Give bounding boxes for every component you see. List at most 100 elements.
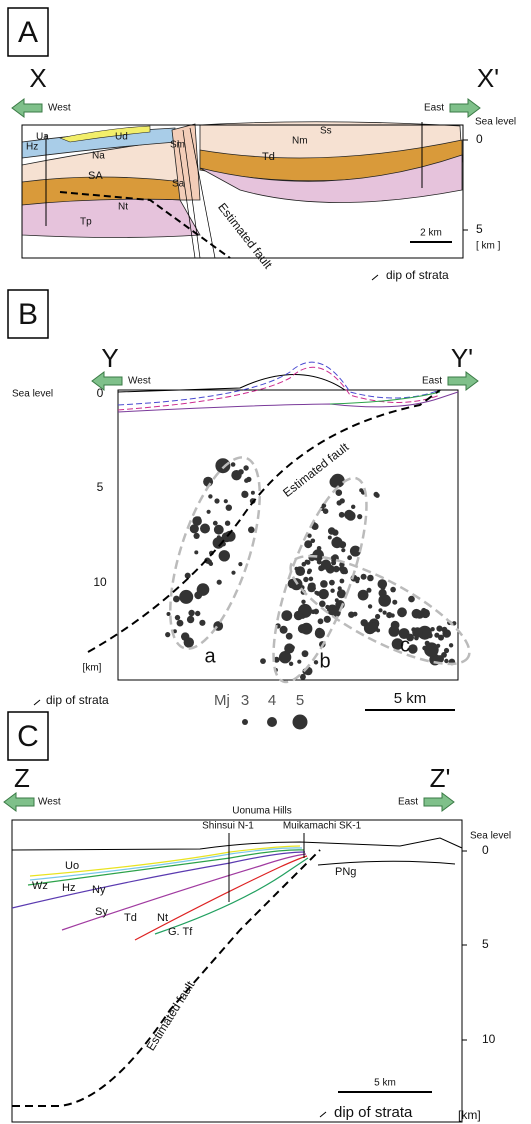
sea-level: Sea level xyxy=(12,389,53,400)
hypocenter xyxy=(319,600,326,608)
unit-label: Ud xyxy=(115,132,128,143)
sea-level: Sea level xyxy=(475,117,516,128)
hypocenter xyxy=(278,651,292,664)
hypocenter xyxy=(307,533,312,538)
direction: West xyxy=(128,376,151,387)
magnitude-symbol xyxy=(292,714,308,730)
hypocenter xyxy=(212,537,225,549)
hypocenter xyxy=(301,599,306,604)
cluster-outline xyxy=(272,476,368,684)
hypocenter xyxy=(343,569,348,575)
unit-label: Sa xyxy=(172,179,185,190)
scale-label: 5 km xyxy=(374,1078,396,1089)
legend-label: dip of strata xyxy=(46,693,109,707)
hypocenter xyxy=(250,490,255,495)
unit-label: Sy xyxy=(95,906,108,918)
fault-label: Estimated fault xyxy=(143,978,197,1053)
section-frame xyxy=(21,124,464,259)
hypocenter xyxy=(315,627,324,637)
hypocenter xyxy=(224,520,231,526)
scale-label: 5 km xyxy=(394,690,427,707)
unit-label: Tp xyxy=(80,217,92,228)
hypocenter xyxy=(323,615,331,623)
hypocenter xyxy=(199,619,206,626)
hypocenter xyxy=(331,560,337,566)
section-frame xyxy=(11,819,463,1123)
direction: East xyxy=(422,376,442,387)
hypocenter xyxy=(195,610,201,617)
depth-label: 0 xyxy=(476,132,483,146)
dip-symbol xyxy=(371,274,379,281)
hypocenter xyxy=(179,589,194,604)
fault-label: Estimated fault xyxy=(215,200,275,272)
hypocenter xyxy=(438,634,444,641)
unit-label: SA xyxy=(88,170,103,182)
hypocenter xyxy=(173,595,180,603)
hypocenter xyxy=(352,611,358,617)
hypocenter xyxy=(216,579,222,585)
hypocenter xyxy=(300,622,313,635)
hypocenter xyxy=(367,574,374,582)
hypocenter xyxy=(331,607,341,618)
topography xyxy=(11,837,463,851)
hypocenter xyxy=(323,583,327,588)
hypocenter xyxy=(443,647,450,654)
hypocenter xyxy=(347,555,352,561)
hypocenter xyxy=(378,594,392,607)
unit-label: G. Tf xyxy=(168,926,193,938)
hypocenter xyxy=(231,570,236,575)
hypocenter xyxy=(397,607,407,618)
hypocenter xyxy=(328,528,333,533)
horizon xyxy=(117,391,459,413)
hypocenter xyxy=(325,604,330,610)
hypocenter xyxy=(357,589,369,601)
horizon xyxy=(154,857,309,935)
section-end: Z' xyxy=(430,763,451,793)
hypocenter xyxy=(284,643,295,654)
hypocenter xyxy=(382,610,387,615)
hypocenter xyxy=(396,641,402,646)
panel-label: C xyxy=(17,720,39,753)
panel-box xyxy=(7,289,49,339)
dip-symbol xyxy=(33,699,41,706)
hypocenter xyxy=(348,611,355,618)
panel-label: A xyxy=(18,16,38,49)
west-arrow xyxy=(3,792,35,812)
unit-label: Ss xyxy=(320,126,332,137)
hypocenter xyxy=(313,608,319,615)
hypocenter xyxy=(176,619,184,627)
hypocenter xyxy=(273,656,280,663)
stratum xyxy=(21,197,201,238)
hypocenter xyxy=(367,604,373,609)
depth-label: 5 xyxy=(97,480,104,494)
magnitude-title: Mj xyxy=(214,692,230,709)
hypocenter xyxy=(244,478,249,483)
unit-label: Td xyxy=(124,912,137,924)
panel-box xyxy=(7,7,49,57)
hypocenter xyxy=(248,526,255,534)
unit-label: Nm xyxy=(292,136,308,147)
panel-label: B xyxy=(18,298,38,331)
hypocenter xyxy=(448,643,454,648)
hypocenter xyxy=(320,559,332,570)
section-end: Y xyxy=(101,343,118,373)
horizon xyxy=(117,361,441,406)
hypocenter xyxy=(408,644,418,654)
hypocenter xyxy=(330,555,335,561)
hypocenter xyxy=(388,625,400,637)
hypocenter xyxy=(339,578,345,584)
hypocenter xyxy=(297,659,302,664)
hypocenter xyxy=(368,622,379,633)
hypocenter xyxy=(314,590,319,595)
unit-label: Uo xyxy=(65,860,79,872)
direction: East xyxy=(424,103,444,114)
east-arrow xyxy=(447,371,479,391)
hypocenter xyxy=(301,561,307,567)
hypocenter xyxy=(293,610,304,621)
hypocenter xyxy=(317,618,324,625)
section-end: Z xyxy=(14,763,30,793)
unit-label: Nt xyxy=(157,912,168,924)
horizon xyxy=(11,851,306,909)
hypocenter xyxy=(329,476,342,488)
hypocenter xyxy=(327,535,332,540)
